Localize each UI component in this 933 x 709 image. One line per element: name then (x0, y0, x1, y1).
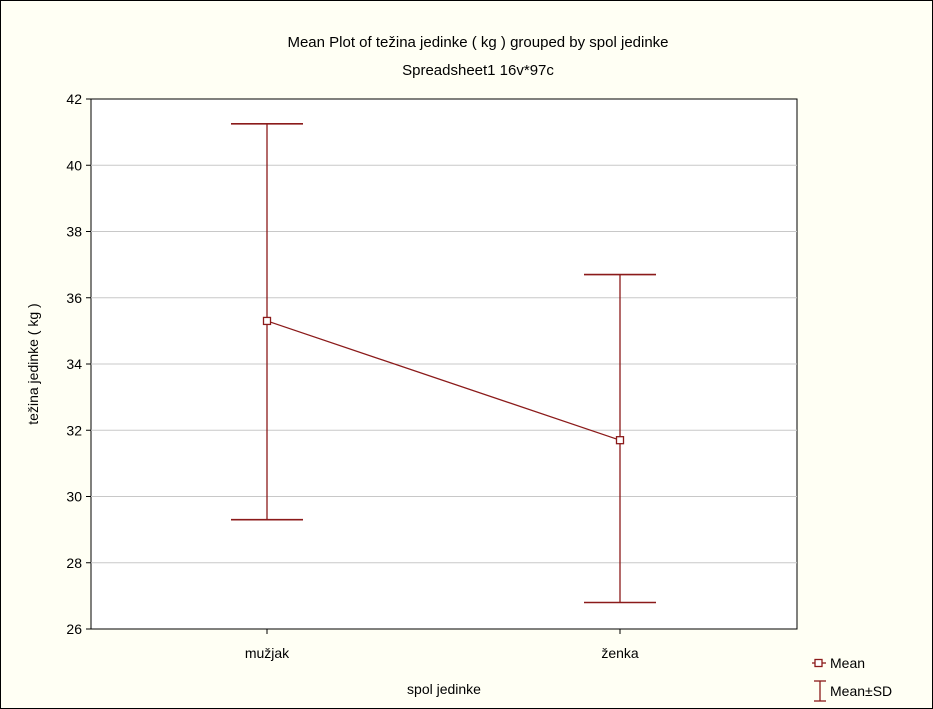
y-tick-label: 34 (66, 356, 82, 372)
y-tick-label: 26 (66, 621, 82, 637)
y-tick-label: 36 (66, 290, 82, 306)
mean-point (262, 316, 272, 326)
y-tick-label: 40 (66, 157, 82, 173)
y-tick-label: 30 (66, 489, 82, 505)
y-tick-label: 38 (66, 224, 82, 240)
grid-lines (91, 164, 797, 564)
legend-mean-marker (814, 658, 823, 668)
mean-line (266, 320, 621, 441)
x-tick-label: ženka (601, 645, 639, 661)
x-axis-ticks: mužjak ženka (245, 629, 639, 661)
y-tick-label: 32 (66, 422, 82, 438)
y-axis-label: težina jedinke ( kg ) (25, 303, 41, 424)
legend-mean-label: Mean (830, 655, 865, 671)
chart-marks (231, 123, 656, 604)
mean-point (615, 436, 625, 445)
legend: Mean Mean±SD (812, 655, 892, 702)
chart-title: Mean Plot of težina jedinke ( kg ) group… (287, 34, 668, 51)
chart-subtitle: Spreadsheet1 16v*97c (402, 62, 554, 79)
y-axis-ticks: 26 28 30 32 34 36 38 40 42 (66, 91, 91, 637)
y-tick-label: 28 (66, 555, 82, 571)
x-axis-label: spol jedinke (407, 681, 481, 697)
x-tick-label: mužjak (245, 645, 290, 661)
legend-sd-label: Mean±SD (830, 683, 892, 699)
y-tick-label: 42 (66, 91, 82, 107)
